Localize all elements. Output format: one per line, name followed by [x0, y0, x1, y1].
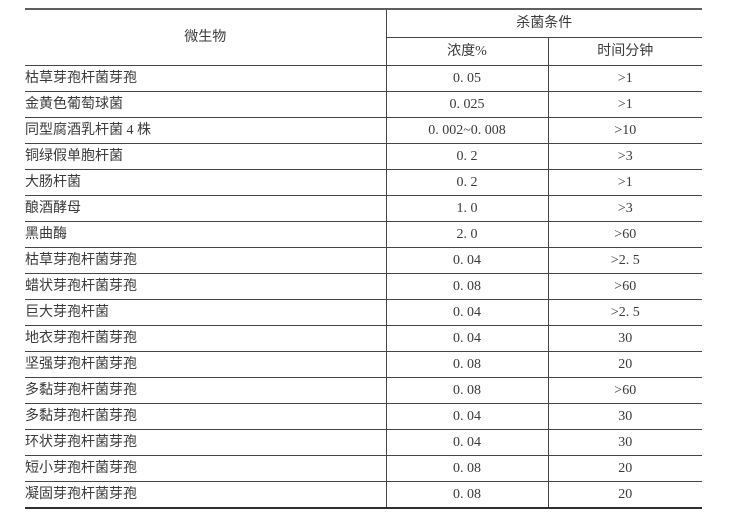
- table-row: 同型腐酒乳杆菌 4 株 0. 002~0. 008 >10: [25, 117, 702, 144]
- concentration-cell: 2. 0: [386, 221, 549, 248]
- time-cell: 20: [548, 351, 702, 378]
- column-header-concentration: 浓度%: [386, 37, 549, 66]
- microorganism-cell: 枯草芽孢杆菌芽孢: [25, 247, 387, 274]
- microorganism-cell: 巨大芽孢杆菌: [25, 299, 387, 326]
- time-cell: >2. 5: [548, 299, 702, 326]
- table-row: 黑曲酶 2. 0 >60: [25, 221, 702, 248]
- header-row-2: 浓度% 时间分钟: [25, 37, 702, 66]
- time-cell: >1: [548, 91, 702, 118]
- concentration-cell: 0. 08: [386, 273, 549, 300]
- table-row: 大肠杆菌 0. 2 >1: [25, 169, 702, 196]
- concentration-cell: 0. 04: [386, 403, 549, 430]
- microorganism-cell: 酿酒酵母: [25, 195, 387, 222]
- table-row: 坚强芽孢杆菌芽孢 0. 08 20: [25, 351, 702, 378]
- microorganism-table: 微生物 杀菌条件 浓度% 时间分钟 枯草芽孢杆菌芽孢 0. 05 >1 金黄色葡…: [25, 8, 702, 509]
- concentration-cell: 1. 0: [386, 195, 549, 222]
- microorganism-cell: 多黏芽孢杆菌芽孢: [25, 377, 387, 404]
- column-header-microorganism: 微生物: [25, 8, 387, 66]
- concentration-cell: 0. 04: [386, 429, 549, 456]
- concentration-cell: 0. 2: [386, 143, 549, 170]
- microorganism-cell: 黑曲酶: [25, 221, 387, 248]
- time-cell: 30: [548, 429, 702, 456]
- time-cell: >10: [548, 117, 702, 144]
- time-cell: >3: [548, 195, 702, 222]
- microorganism-table-container: 微生物 杀菌条件 浓度% 时间分钟 枯草芽孢杆菌芽孢 0. 05 >1 金黄色葡…: [25, 8, 702, 509]
- time-cell: >1: [548, 65, 702, 92]
- microorganism-cell: 环状芽孢杆菌芽孢: [25, 429, 387, 456]
- microorganism-cell: 凝固芽孢杆菌芽孢: [25, 481, 387, 509]
- microorganism-cell: 铜绿假单胞杆菌: [25, 143, 387, 170]
- concentration-cell: 0. 025: [386, 91, 549, 118]
- time-cell: >3: [548, 143, 702, 170]
- table-row: 巨大芽孢杆菌 0. 04 >2. 5: [25, 299, 702, 326]
- concentration-cell: 0. 08: [386, 455, 549, 482]
- time-cell: 30: [548, 325, 702, 352]
- column-header-time: 时间分钟: [548, 37, 702, 66]
- table-row: 酿酒酵母 1. 0 >3: [25, 195, 702, 222]
- microorganism-cell: 地衣芽孢杆菌芽孢: [25, 325, 387, 352]
- table-row: 凝固芽孢杆菌芽孢 0. 08 20: [25, 481, 702, 509]
- table-row: 蜡状芽孢杆菌芽孢 0. 08 >60: [25, 273, 702, 300]
- microorganism-cell: 短小芽孢杆菌芽孢: [25, 455, 387, 482]
- microorganism-cell: 同型腐酒乳杆菌 4 株: [25, 117, 387, 144]
- table-row: 多黏芽孢杆菌芽孢 0. 08 >60: [25, 377, 702, 404]
- concentration-cell: 0. 04: [386, 299, 549, 326]
- concentration-cell: 0. 2: [386, 169, 549, 196]
- microorganism-cell: 蜡状芽孢杆菌芽孢: [25, 273, 387, 300]
- microorganism-cell: 金黄色葡萄球菌: [25, 91, 387, 118]
- column-group-header-sterilization-conditions: 杀菌条件: [386, 8, 702, 38]
- concentration-cell: 0. 04: [386, 247, 549, 274]
- time-cell: >1: [548, 169, 702, 196]
- time-cell: 20: [548, 455, 702, 482]
- microorganism-cell: 坚强芽孢杆菌芽孢: [25, 351, 387, 378]
- table-header: 微生物 杀菌条件 浓度% 时间分钟: [25, 8, 702, 66]
- time-cell: 20: [548, 481, 702, 509]
- concentration-cell: 0. 05: [386, 65, 549, 92]
- table-row: 铜绿假单胞杆菌 0. 2 >3: [25, 143, 702, 170]
- concentration-cell: 0. 08: [386, 377, 549, 404]
- microorganism-cell: 多黏芽孢杆菌芽孢: [25, 403, 387, 430]
- table-row: 地衣芽孢杆菌芽孢 0. 04 30: [25, 325, 702, 352]
- header-row-1: 微生物 杀菌条件: [25, 8, 702, 66]
- microorganism-cell: 枯草芽孢杆菌芽孢: [25, 65, 387, 92]
- time-cell: >60: [548, 273, 702, 300]
- time-cell: >2. 5: [548, 247, 702, 274]
- table-row: 短小芽孢杆菌芽孢 0. 08 20: [25, 455, 702, 482]
- table-body: 枯草芽孢杆菌芽孢 0. 05 >1 金黄色葡萄球菌 0. 025 >1 同型腐酒…: [25, 65, 702, 509]
- concentration-cell: 0. 002~0. 008: [386, 117, 549, 144]
- concentration-cell: 0. 08: [386, 481, 549, 509]
- microorganism-cell: 大肠杆菌: [25, 169, 387, 196]
- concentration-cell: 0. 04: [386, 325, 549, 352]
- concentration-cell: 0. 08: [386, 351, 549, 378]
- table-row: 环状芽孢杆菌芽孢 0. 04 30: [25, 429, 702, 456]
- table-row: 金黄色葡萄球菌 0. 025 >1: [25, 91, 702, 118]
- table-row: 枯草芽孢杆菌芽孢 0. 04 >2. 5: [25, 247, 702, 274]
- time-cell: 30: [548, 403, 702, 430]
- table-row: 枯草芽孢杆菌芽孢 0. 05 >1: [25, 65, 702, 92]
- table-row: 多黏芽孢杆菌芽孢 0. 04 30: [25, 403, 702, 430]
- time-cell: >60: [548, 377, 702, 404]
- time-cell: >60: [548, 221, 702, 248]
